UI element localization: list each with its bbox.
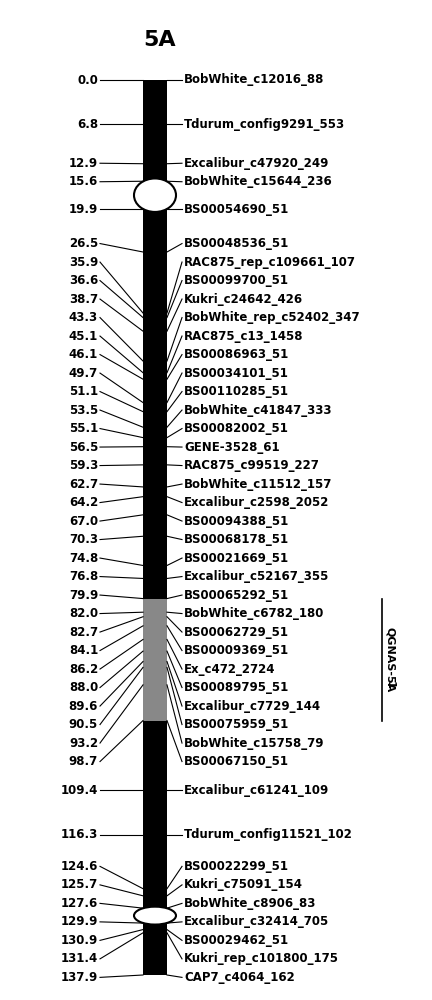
Text: 43.3: 43.3	[69, 311, 98, 324]
Text: Excalibur_c61241_109: Excalibur_c61241_109	[184, 784, 329, 797]
Text: 116.3: 116.3	[61, 828, 98, 841]
Text: 12.9: 12.9	[69, 157, 98, 170]
Text: 0.0: 0.0	[77, 74, 98, 87]
Text: BS00094388_51: BS00094388_51	[184, 515, 289, 528]
Text: 109.4: 109.4	[60, 784, 98, 797]
Text: 59.3: 59.3	[69, 459, 98, 472]
Text: BS00099700_51: BS00099700_51	[184, 274, 289, 287]
Text: 1: 1	[385, 681, 395, 688]
Text: Kukri_c24642_426: Kukri_c24642_426	[184, 293, 303, 306]
Text: BS00054690_51: BS00054690_51	[184, 203, 289, 216]
Text: Excalibur_c7729_144: Excalibur_c7729_144	[184, 700, 321, 713]
Text: 129.9: 129.9	[60, 915, 98, 928]
Text: 19.9: 19.9	[69, 203, 98, 216]
Text: 82.0: 82.0	[69, 607, 98, 620]
Text: CAP7_c4064_162: CAP7_c4064_162	[184, 971, 295, 984]
Text: 53.5: 53.5	[69, 404, 98, 417]
Text: 86.2: 86.2	[69, 663, 98, 676]
Text: Excalibur_c2598_2052: Excalibur_c2598_2052	[184, 496, 329, 509]
Text: Excalibur_c47920_249: Excalibur_c47920_249	[184, 157, 329, 170]
Text: BS00029462_51: BS00029462_51	[184, 934, 289, 947]
Text: BS00065292_51: BS00065292_51	[184, 589, 289, 602]
Text: 62.7: 62.7	[69, 478, 98, 491]
Text: 124.6: 124.6	[60, 860, 98, 873]
Text: RAC875_c99519_227: RAC875_c99519_227	[184, 459, 320, 472]
Text: 98.7: 98.7	[69, 755, 98, 768]
Text: 38.7: 38.7	[69, 293, 98, 306]
Text: BS00089795_51: BS00089795_51	[184, 681, 289, 694]
Text: BS00062729_51: BS00062729_51	[184, 626, 289, 639]
Text: 89.6: 89.6	[69, 700, 98, 713]
Text: 76.8: 76.8	[69, 570, 98, 583]
Text: 137.9: 137.9	[61, 971, 98, 984]
Text: 130.9: 130.9	[61, 934, 98, 947]
Text: Kukri_c75091_154: Kukri_c75091_154	[184, 878, 303, 891]
Text: 15.6: 15.6	[69, 175, 98, 188]
Text: 88.0: 88.0	[69, 681, 98, 694]
Text: 127.6: 127.6	[61, 897, 98, 910]
Text: BS00086963_51: BS00086963_51	[184, 348, 289, 361]
Text: BobWhite_c6782_180: BobWhite_c6782_180	[184, 607, 324, 620]
Text: 67.0: 67.0	[69, 515, 98, 528]
Text: 36.6: 36.6	[69, 274, 98, 287]
Text: QGNAS-5A: QGNAS-5A	[385, 627, 395, 692]
Text: 93.2: 93.2	[69, 737, 98, 750]
Bar	[143, 80, 167, 975]
Text: BobWhite_c12016_88: BobWhite_c12016_88	[184, 74, 324, 87]
Text: Excalibur_c52167_355: Excalibur_c52167_355	[184, 570, 329, 583]
Text: BS00067150_51: BS00067150_51	[184, 755, 289, 768]
Text: 49.7: 49.7	[69, 367, 98, 380]
Text: 35.9: 35.9	[69, 256, 98, 269]
Text: BobWhite_c15644_236: BobWhite_c15644_236	[184, 175, 333, 188]
Text: GENE-3528_61: GENE-3528_61	[184, 441, 280, 454]
Text: 90.5: 90.5	[69, 718, 98, 731]
Text: 6.8: 6.8	[77, 118, 98, 131]
Text: BobWhite_c15758_79: BobWhite_c15758_79	[184, 737, 324, 750]
Ellipse shape	[134, 907, 176, 925]
Text: 45.1: 45.1	[69, 330, 98, 343]
Text: 84.1: 84.1	[69, 644, 98, 657]
Text: 56.5: 56.5	[69, 441, 98, 454]
Text: BS00009369_51: BS00009369_51	[184, 644, 289, 657]
Text: BS00110285_51: BS00110285_51	[184, 385, 289, 398]
Ellipse shape	[134, 178, 176, 212]
Text: BS00048536_51: BS00048536_51	[184, 237, 289, 250]
Text: BS00022299_51: BS00022299_51	[184, 860, 289, 873]
Text: BobWhite_c11512_157: BobWhite_c11512_157	[184, 478, 332, 491]
Text: BS00082002_51: BS00082002_51	[184, 422, 289, 435]
Text: BS00075959_51: BS00075959_51	[184, 718, 289, 731]
Text: RAC875_c13_1458: RAC875_c13_1458	[184, 330, 304, 343]
Text: Kukri_rep_c101800_175: Kukri_rep_c101800_175	[184, 952, 339, 965]
Text: 74.8: 74.8	[69, 552, 98, 565]
Text: BS00021669_51: BS00021669_51	[184, 552, 289, 565]
Text: BobWhite_c8906_83: BobWhite_c8906_83	[184, 897, 316, 910]
Text: BS00068178_51: BS00068178_51	[184, 533, 289, 546]
Text: 70.3: 70.3	[69, 533, 98, 546]
Text: Tdurum_config9291_553: Tdurum_config9291_553	[184, 118, 345, 131]
Text: Excalibur_c32414_705: Excalibur_c32414_705	[184, 915, 329, 928]
Text: RAC875_rep_c109661_107: RAC875_rep_c109661_107	[184, 256, 356, 269]
Text: 82.7: 82.7	[69, 626, 98, 639]
Text: 64.2: 64.2	[69, 496, 98, 509]
Text: 79.9: 79.9	[69, 589, 98, 602]
Text: Ex_c472_2724: Ex_c472_2724	[184, 663, 276, 676]
Text: 55.1: 55.1	[69, 422, 98, 435]
Text: BobWhite_rep_c52402_347: BobWhite_rep_c52402_347	[184, 311, 361, 324]
Text: 5A: 5A	[144, 30, 176, 50]
Text: BobWhite_c41847_333: BobWhite_c41847_333	[184, 404, 333, 417]
Text: 125.7: 125.7	[61, 878, 98, 891]
Bar	[143, 599, 167, 721]
Text: 46.1: 46.1	[69, 348, 98, 361]
Text: 26.5: 26.5	[69, 237, 98, 250]
Text: Tdurum_config11521_102: Tdurum_config11521_102	[184, 828, 353, 841]
Text: BS00034101_51: BS00034101_51	[184, 367, 289, 380]
Text: 51.1: 51.1	[69, 385, 98, 398]
Text: 131.4: 131.4	[61, 952, 98, 965]
